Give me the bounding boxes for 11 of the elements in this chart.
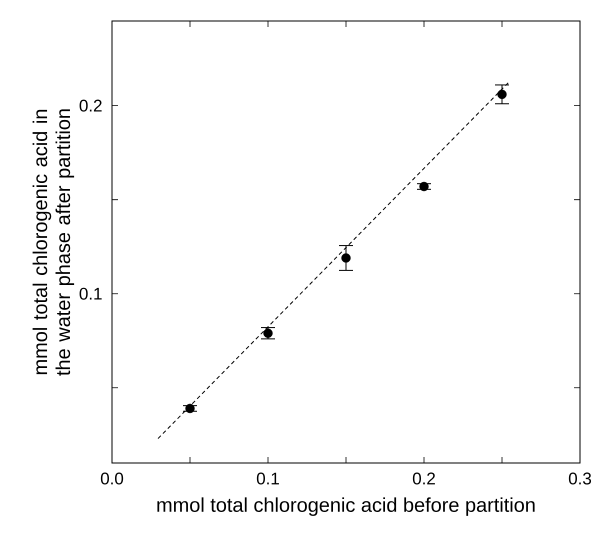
point (497, 90, 507, 100)
x-tick-label: 0.0 (100, 472, 124, 485)
x-tick-label: 0.3 (568, 472, 592, 485)
y-axis-title: mmol total chlorogenic acid in the water phase after partition (32, 109, 74, 376)
x-tick-label: 0.2 (412, 472, 435, 485)
point (185, 404, 195, 414)
x-axis-title: mmol total chlorogenic acid before partition (157, 497, 535, 516)
point (419, 182, 429, 192)
x-tick-label: 0.1 (256, 472, 279, 485)
point (341, 253, 351, 263)
point (263, 328, 273, 338)
